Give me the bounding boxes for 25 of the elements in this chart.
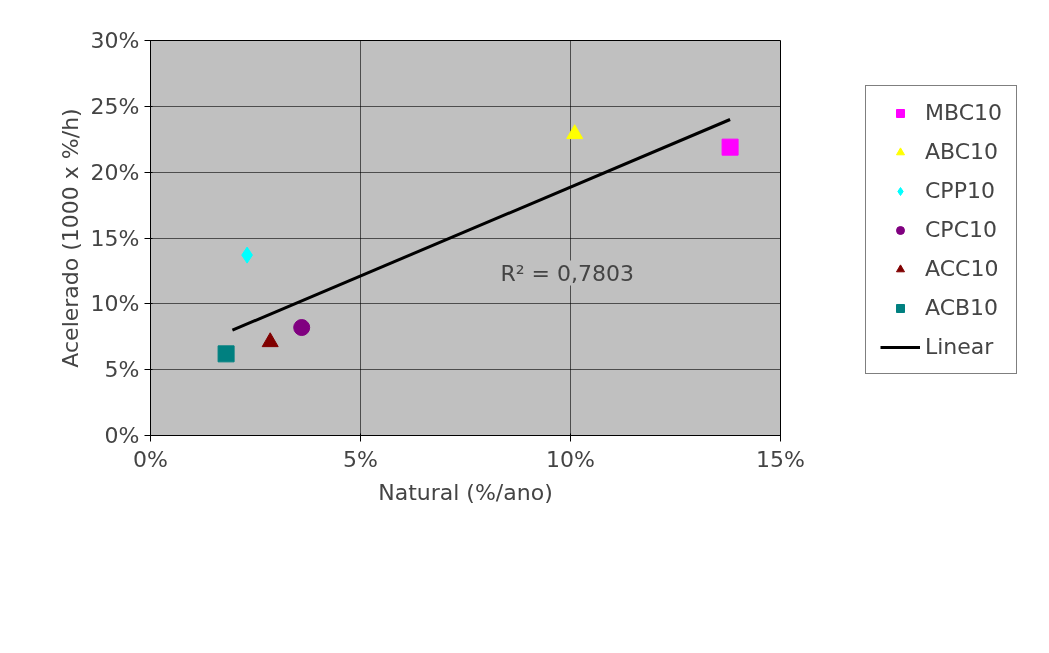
legend-label: CPC10 (925, 217, 997, 242)
legend-label: CPP10 (925, 178, 995, 203)
point (721, 138, 739, 156)
point (217, 345, 235, 363)
y-tick-label: 10% (90, 291, 140, 317)
y-tick-label: 0% (104, 423, 140, 448)
y-axis-title: Acelerado (1000 x %/h) (57, 108, 83, 368)
x-tick-label: 0% (133, 446, 168, 472)
annotation: R² = 0,7803 (500, 260, 635, 286)
x-axis-title: Natural (%/ano) (378, 479, 553, 505)
x-tick-label: 5% (343, 446, 378, 472)
x-tick-label: 10% (546, 446, 595, 472)
y-tick-label: 5% (104, 357, 140, 383)
y-tick-label: 15% (90, 225, 140, 251)
y-tick-label: 30% (90, 28, 140, 53)
legend-label: Linear (925, 334, 994, 359)
point (566, 124, 584, 140)
y-tick-label: 20% (90, 159, 140, 185)
legend-label: ABC10 (925, 139, 999, 164)
x-tick-label: 15% (756, 446, 805, 472)
point (293, 319, 311, 337)
legend-label: MBC10 (925, 100, 1003, 125)
legend-label: ACC10 (925, 256, 999, 281)
legend-label: ACB10 (925, 295, 999, 320)
y-tick-label: 25% (90, 93, 140, 119)
